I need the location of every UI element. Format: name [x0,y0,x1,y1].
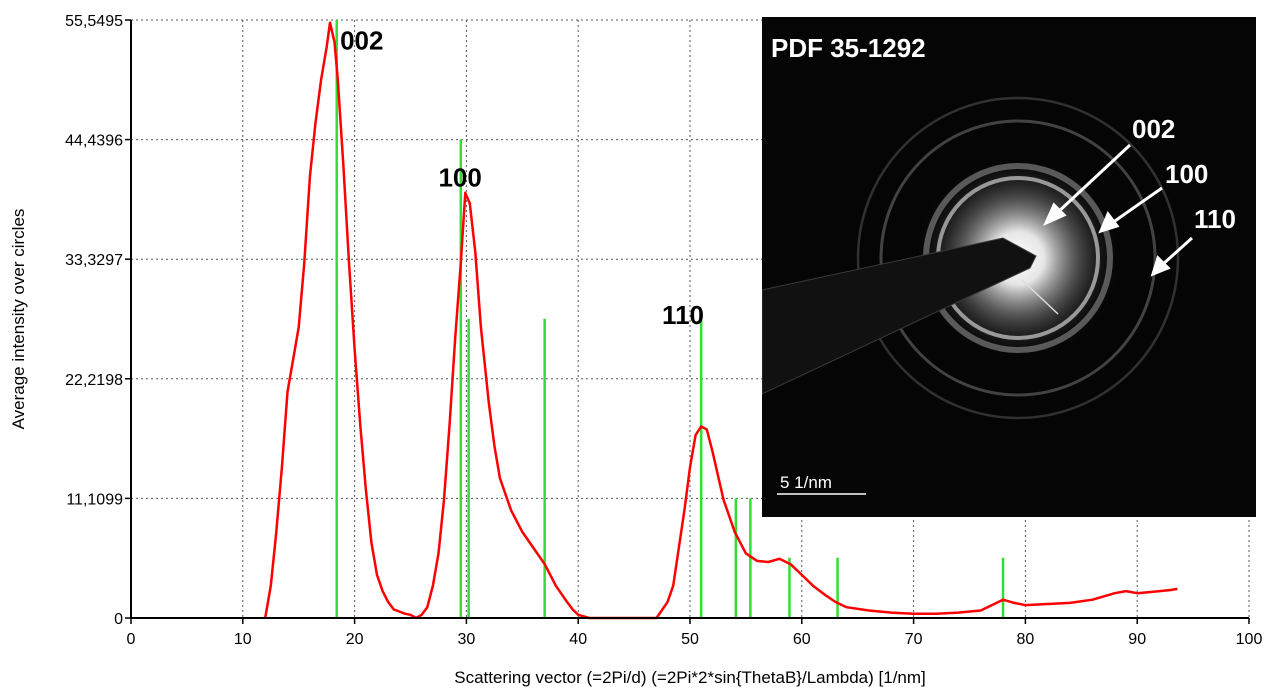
x-tick-label: 90 [1128,631,1146,648]
diffraction-streak [1021,279,1059,315]
diffraction-pattern-inset: PDF 35-1292 002 100 110 5 1/nm [762,17,1256,517]
y-axis-title: Average intensity over circles [9,209,28,430]
x-tick-label: 70 [905,631,923,648]
x-tick-label: 80 [1017,631,1035,648]
arrow-110-icon [1160,236,1194,267]
diffraction-ring-110 [856,96,1180,420]
arrow-002-icon [1055,143,1132,215]
y-tick-labels: 0 11,1099 22,2198 33,3297 44,4396 55,5495 [65,13,131,628]
reference-lines [335,20,1005,618]
y-tick-label: 33,3297 [65,252,123,269]
scale-bar-label: 5 1/nm [780,473,832,492]
arrow-100-head-icon [1098,210,1120,234]
x-tick-label: 60 [793,631,811,648]
series-line [263,21,1178,620]
peak-label: 100 [438,162,481,192]
arrow-100-icon [1111,186,1163,225]
x-tick-label: 40 [569,631,587,648]
y-tick-label: 0 [114,611,123,628]
arrow-002-head-icon [1043,202,1067,226]
beam-stopper [762,237,1037,395]
x-axis-title: Scattering vector (=2Pi/d) (=2Pi*2*sin{T… [454,668,926,687]
y-tick-label: 44,4396 [65,133,123,150]
x-tick-label: 30 [458,631,476,648]
x-tick-label: 100 [1236,631,1263,648]
inset-title: PDF 35-1292 [771,33,926,63]
inset-arrows [1043,143,1194,277]
x-tick-label: 20 [346,631,364,648]
x-tick-label: 50 [681,631,699,648]
peak-label: 110 [662,300,704,330]
peak-labels: 002 100 110 [340,26,704,331]
y-tick-label: 55,5495 [65,13,123,30]
inset-ring-label-002: 002 [1132,114,1175,144]
arrow-110-head-icon [1150,255,1171,277]
x-tick-label: 0 [127,631,136,648]
x-tick-labels: 0 10 20 30 40 50 60 70 80 90 100 [127,618,1263,648]
inset-ring-label-110: 110 [1194,204,1236,234]
diffraction-ring-100b [879,119,1157,397]
peak-label: 002 [340,26,383,56]
y-tick-label: 22,2198 [65,372,123,389]
inset-ring-label-100: 100 [1165,159,1208,189]
y-tick-label: 11,1099 [66,491,123,508]
x-tick-label: 10 [234,631,252,648]
